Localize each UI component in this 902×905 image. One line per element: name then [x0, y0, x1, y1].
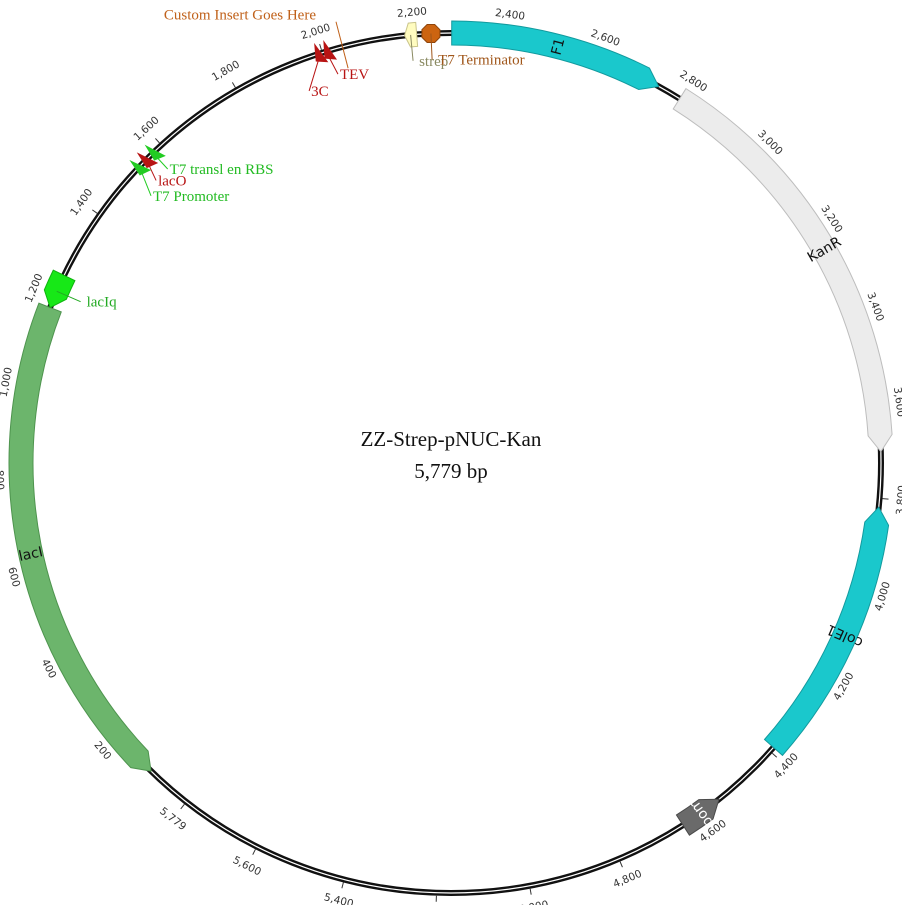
tick-marks: 2004006008001,0001,2001,4001,6001,8002,0… [0, 5, 902, 905]
feature-arrows [8, 20, 893, 836]
label-3c: 3C [311, 84, 329, 100]
tick-label: 800 [0, 470, 6, 490]
label-t7-promoter: T7 Promoter [153, 189, 229, 205]
site-laco [136, 152, 159, 169]
feature-f1 [451, 20, 660, 91]
tick-label: 2,000 [300, 21, 332, 41]
leader-t7-terminator [430, 33, 433, 60]
tick-label: 5,000 [518, 899, 550, 905]
site-tev [323, 40, 338, 60]
leader-laciq [56, 290, 81, 303]
tick-label: 2,800 [677, 68, 709, 94]
tick-mark [92, 209, 98, 214]
label-f1: F1 [549, 36, 569, 56]
tick-mark [619, 861, 623, 868]
label-laco: lacO [158, 173, 186, 189]
feature-bom [675, 798, 720, 836]
label-t7-transl-en-rbs: T7 transl en RBS [170, 162, 274, 178]
tick-label: 1,800 [210, 58, 242, 83]
tick-label: 5,600 [231, 854, 263, 878]
leader-laco [147, 163, 157, 181]
label-tev: TEV [340, 67, 369, 83]
feature-t7-terminator [421, 23, 441, 43]
tick-label: 1,200 [23, 272, 46, 304]
tick-mark [529, 888, 532, 895]
tick-label: 2,200 [396, 5, 427, 20]
leader-t7-promoter [140, 170, 152, 196]
tick-mark [319, 43, 322, 50]
label-laciq: lacIq [87, 295, 117, 311]
label-t7-terminator: T7 Terminator [438, 52, 525, 68]
tick-label: 4,400 [772, 751, 801, 781]
site-t7-transl-en-rbs [144, 144, 166, 161]
tick-label: 5,779 [157, 805, 188, 833]
tick-label: 3,600 [891, 386, 902, 417]
feature-laci [8, 302, 152, 772]
tick-label: 1,600 [131, 114, 161, 143]
leader-t7-transl-en-rbs [155, 155, 169, 170]
annotation-custom-insert-goes-here: Custom Insert Goes Here [164, 8, 316, 24]
leader-strep [410, 34, 414, 61]
tick-mark [252, 849, 256, 855]
tick-label: 4,800 [611, 868, 643, 891]
site-t7-promoter [129, 159, 152, 176]
feature-laciq [43, 269, 76, 309]
tick-mark [180, 803, 185, 810]
plasmid-length: 5,779 bp [414, 459, 488, 483]
label-strep: strep [419, 54, 448, 70]
tick-mark [771, 752, 778, 758]
tick-label: 2,400 [494, 7, 525, 23]
tick-mark [231, 82, 236, 88]
tick-mark [341, 882, 344, 889]
tick-label: 1,400 [68, 187, 95, 218]
insert-marker-line [335, 21, 349, 69]
tick-label: 600 [5, 566, 22, 588]
tick-label: 1,000 [0, 366, 15, 398]
feature-cole1 [763, 506, 890, 757]
plasmid-name: ZZ-Strep-pNUC-Kan [361, 427, 542, 451]
leader-tev [327, 54, 339, 75]
tick-mark [155, 138, 160, 144]
label-laci: lacI [17, 544, 44, 565]
leader-3c [308, 57, 320, 92]
feature-kanr [672, 87, 893, 453]
site-3c [314, 42, 329, 63]
tick-label: 3,800 [894, 485, 902, 516]
tick-label: 5,400 [323, 891, 355, 905]
